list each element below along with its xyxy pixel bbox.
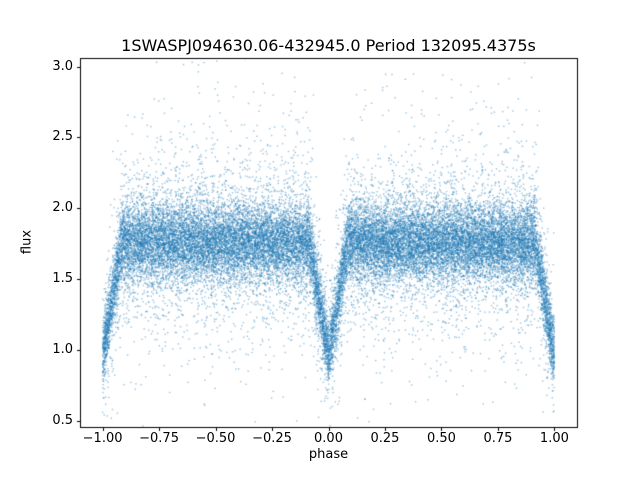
x-tick-label: 0.00	[314, 431, 343, 446]
x-tick-label: 0.50	[426, 431, 456, 446]
x-tick-label: 1.00	[539, 431, 569, 446]
x-tick-label: −1.00	[82, 431, 123, 446]
y-tick-label: 2.0	[52, 200, 73, 216]
y-tick-label: 3.0	[52, 58, 73, 74]
x-tick-label: 0.75	[483, 431, 513, 446]
x-tick-label: −0.50	[195, 431, 236, 446]
y-tick-label: 0.5	[52, 413, 73, 429]
y-axis-label: flux	[19, 229, 35, 255]
chart-title: 1SWASPJ094630.06-432945.0 Period 132095.…	[121, 36, 536, 55]
y-tick-label: 1.5	[52, 271, 73, 287]
x-tick-label: 0.25	[370, 431, 400, 446]
x-tick-label: −0.25	[252, 431, 292, 446]
y-tick-label: 2.5	[52, 129, 73, 145]
x-tick-label: −0.75	[139, 431, 179, 446]
y-tick-label: 1.0	[52, 342, 73, 358]
x-axis-label: phase	[308, 447, 349, 462]
